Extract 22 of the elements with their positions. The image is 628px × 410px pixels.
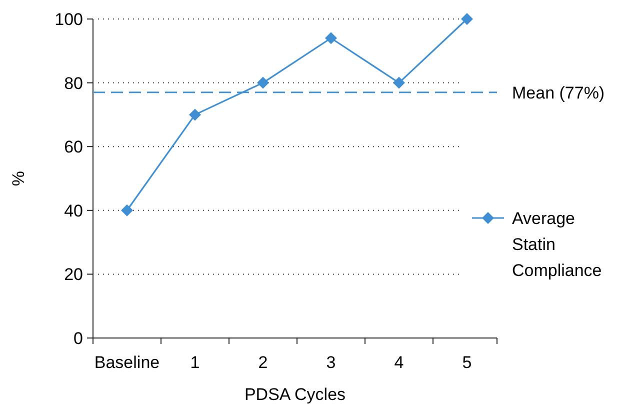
- point: [393, 76, 405, 89]
- legend-label: Average Statin Compliance: [512, 208, 602, 280]
- y-tick-label: 40: [64, 201, 83, 220]
- point: [257, 76, 269, 89]
- y-tick-label: 20: [64, 265, 83, 284]
- point: [121, 204, 133, 216]
- x-tick-label: 4: [394, 353, 404, 372]
- ref-line-label: Mean (77%): [512, 83, 605, 102]
- y-tick-label: 60: [64, 138, 83, 157]
- point: [189, 108, 201, 121]
- x-tick-label: 3: [326, 353, 336, 372]
- x-tick-label: Baseline: [94, 353, 160, 372]
- x-tick-label: 2: [258, 353, 268, 372]
- x-tick-label: 1: [190, 353, 200, 372]
- y-axis-title: %: [9, 170, 28, 186]
- point: [325, 32, 337, 44]
- point: [461, 13, 473, 25]
- y-tick-label: 80: [64, 74, 83, 93]
- y-tick-label: 100: [54, 10, 83, 29]
- x-axis-title: PDSA Cycles: [244, 385, 346, 404]
- x-tick-label: 5: [462, 353, 472, 372]
- y-tick-label: 0: [74, 328, 83, 348]
